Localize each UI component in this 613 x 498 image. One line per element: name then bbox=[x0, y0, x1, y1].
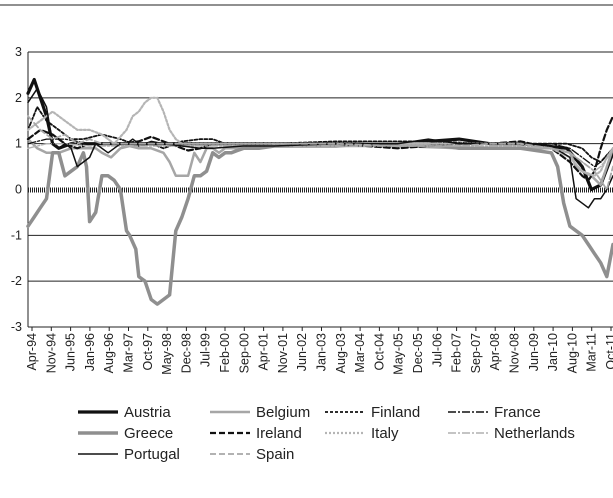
y-tick-label: -2 bbox=[11, 274, 22, 288]
series-line-greece bbox=[26, 141, 613, 306]
x-tick-label: Nov-94 bbox=[44, 333, 58, 373]
x-tick-label: Nov-08 bbox=[508, 333, 522, 373]
x-tick-label: Jun-95 bbox=[64, 333, 78, 371]
x-tick-label: Feb-00 bbox=[218, 333, 232, 373]
x-tick-label: Jun-09 bbox=[527, 333, 541, 371]
y-tick-label: 2 bbox=[15, 91, 22, 105]
y-tick-label: 0 bbox=[15, 183, 22, 197]
legend-label-ireland: Ireland bbox=[256, 425, 302, 442]
x-tick-label: Sep-07 bbox=[469, 333, 483, 373]
x-tick-label: Jul-06 bbox=[430, 333, 444, 367]
legend-label-portugal: Portugal bbox=[124, 446, 180, 463]
x-tick-label: Oct-04 bbox=[372, 333, 386, 371]
x-tick-label: Aug-10 bbox=[565, 333, 579, 373]
x-tick-label: Aug-03 bbox=[334, 333, 348, 373]
legend-label-greece: Greece bbox=[124, 425, 173, 442]
y-tick-label: 1 bbox=[15, 137, 22, 151]
x-tick-label: Mar-11 bbox=[585, 333, 599, 372]
legend-label-austria: Austria bbox=[124, 404, 171, 421]
x-tick-label: Dec-05 bbox=[411, 333, 425, 373]
x-tick-label: Jan-96 bbox=[83, 333, 97, 371]
series-line-italy bbox=[26, 96, 613, 177]
x-tick-label: Apr-01 bbox=[257, 333, 271, 371]
x-tick-label: Oct-11 bbox=[604, 333, 613, 370]
zero-line bbox=[28, 187, 613, 193]
x-tick-label: Jan-10 bbox=[546, 333, 560, 371]
x-tick-label: Mar-04 bbox=[353, 333, 367, 373]
x-tick-label: Apr-08 bbox=[488, 333, 502, 371]
x-tick-label: Mar-97 bbox=[122, 333, 136, 373]
legend-label-belgium: Belgium bbox=[256, 404, 310, 421]
x-tick-label: Oct-97 bbox=[141, 333, 155, 371]
x-tick-label: Apr-94 bbox=[25, 333, 39, 371]
x-tick-label: Jun-02 bbox=[295, 333, 309, 371]
legend-label-netherlands: Netherlands bbox=[494, 425, 575, 442]
series-line-austria bbox=[26, 77, 613, 192]
legend-label-spain: Spain bbox=[256, 446, 294, 463]
y-tick-label: -1 bbox=[11, 228, 22, 242]
x-tick-label: Dec-98 bbox=[179, 333, 193, 373]
legend-label-france: France bbox=[494, 404, 541, 421]
x-tick-label: Sep-00 bbox=[237, 333, 251, 373]
x-tick-label: May-98 bbox=[160, 333, 174, 375]
y-tick-label: -3 bbox=[11, 320, 22, 334]
series-line-spain bbox=[27, 115, 613, 191]
x-tick-label: Aug-96 bbox=[102, 333, 116, 373]
y-tick-label: 3 bbox=[15, 45, 22, 59]
x-tick-label: Nov-01 bbox=[276, 333, 290, 373]
legend-label-finland: Finland bbox=[371, 404, 420, 421]
x-tick-label: Feb-07 bbox=[450, 333, 464, 373]
x-tick-label: Jul-99 bbox=[199, 333, 213, 367]
legend-label-italy: Italy bbox=[371, 425, 399, 442]
x-tick-label: May-05 bbox=[392, 333, 406, 375]
x-tick-label: Jan-03 bbox=[315, 333, 329, 371]
series-line-finland bbox=[27, 106, 613, 163]
